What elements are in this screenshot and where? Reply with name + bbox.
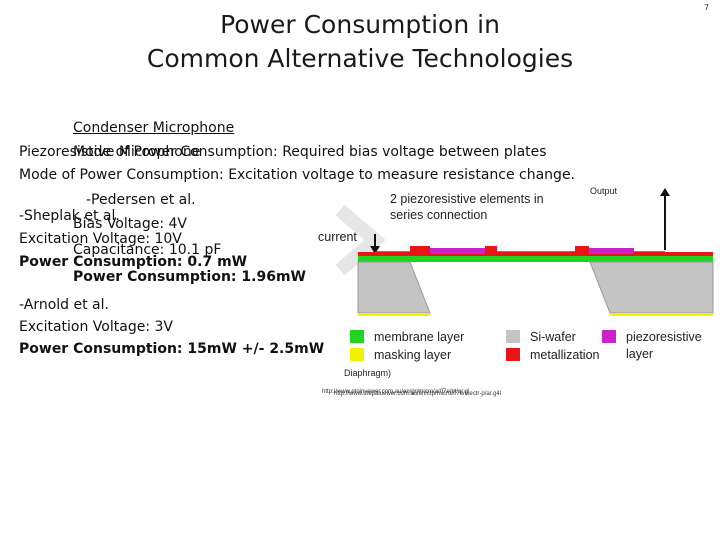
membrane-layer [358, 256, 713, 262]
label-output: Output [590, 186, 618, 196]
source-url-back: http://www.ptoinyewer.com.au/en/gr/micro… [322, 389, 470, 395]
legend-swatch-membrane [350, 330, 364, 343]
si-wafer-left [357, 261, 431, 314]
sheplak-power: Power Consumption: 0.7 mW [19, 254, 248, 270]
legend-membrane: membrane layer [374, 330, 465, 344]
output-arrow-head [660, 188, 670, 196]
capacitance: Capacitance: 10.1 pF [73, 242, 222, 258]
metal-pad-left [410, 246, 430, 256]
piezo-mode: Mode of Power Consumption: Excitation vo… [19, 167, 576, 183]
diagram-svg [335, 188, 714, 316]
piezo-heading: Piezoresistive Microphone [19, 144, 201, 160]
metal-pad-center [485, 246, 497, 256]
legend-si-wafer: Si-wafer [530, 330, 576, 344]
slide-title: Power Consumption in Common Alternative … [0, 8, 720, 76]
legend-swatch-metallization [506, 348, 520, 361]
condenser-mode: Mode of Power Consumption: Required bias… [73, 144, 547, 160]
label-diaphragm: Diaphragm) [344, 368, 392, 378]
current-arrow-head [370, 246, 380, 254]
sheplak-excitation: Excitation Voltage: 10V [19, 231, 182, 247]
condenser-power: Power Consumption: 1.96mW [73, 269, 306, 285]
legend-masking: masking layer [374, 348, 452, 362]
source-url-front: http://www.mepaluewer.com.au/en/ctp/micr… [334, 391, 502, 397]
piezo-element-right [589, 248, 634, 254]
legend-swatch-piezoresistive [602, 330, 616, 343]
legend-swatch-masking [350, 348, 364, 361]
label-current: current [318, 230, 357, 244]
piezo-microphone-diagram: 2 piezoresistive elements in series conn… [300, 180, 720, 400]
legend-swatch-si-wafer [506, 330, 520, 343]
arnold-excitation: Excitation Voltage: 3V [19, 319, 173, 335]
legend-piezoresistive: piezoresistive [626, 330, 702, 344]
sheplak-author: -Sheplak et al. [19, 208, 120, 224]
legend-layer: layer [626, 347, 654, 361]
piezo-element-left [430, 248, 485, 254]
masking-layer-right [610, 313, 713, 316]
title-line-2: Common Alternative Technologies [146, 44, 574, 73]
metal-pad-right [575, 246, 589, 256]
metallization-strip [358, 252, 713, 256]
pedersen-author: -Pedersen et al. [86, 192, 196, 208]
arnold-author: -Arnold et al. [19, 297, 109, 313]
legend-metallization: metallization [530, 348, 600, 362]
bias-voltage: Bias Voltage: 4V [73, 216, 187, 232]
label-piezo-elements: 2 piezoresistive elements in [390, 192, 544, 206]
arnold-power: Power Consumption: 15mW +/- 2.5mW [19, 341, 325, 357]
label-series-connection: series connection [390, 208, 488, 222]
title-line-1: Power Consumption in [220, 10, 500, 39]
masking-layer-left [358, 313, 430, 316]
si-wafer-right [589, 261, 714, 314]
slide-number: 7 [704, 3, 710, 12]
condenser-heading: Condenser Microphone [73, 120, 235, 136]
